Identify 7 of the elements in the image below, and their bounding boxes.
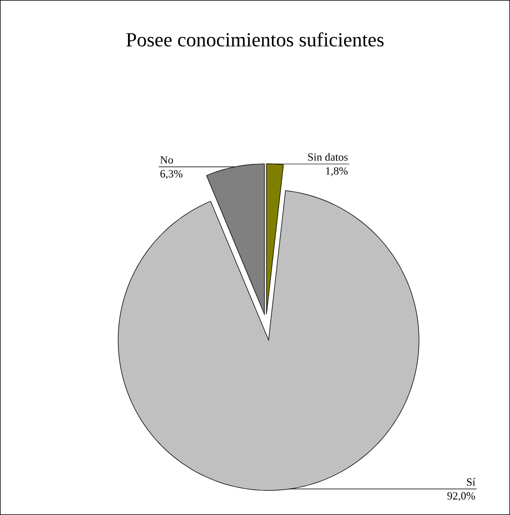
slice-label: Sí [466, 478, 476, 486]
slice-label: Sin datos [308, 153, 348, 161]
slice-label: No [160, 156, 173, 164]
data-label: 1,8% [326, 167, 348, 176]
data-label: 92,0% [447, 492, 476, 502]
chart-title: Posee conocimientos suficientes [126, 32, 384, 47]
data-label: 6,3% [160, 170, 182, 180]
